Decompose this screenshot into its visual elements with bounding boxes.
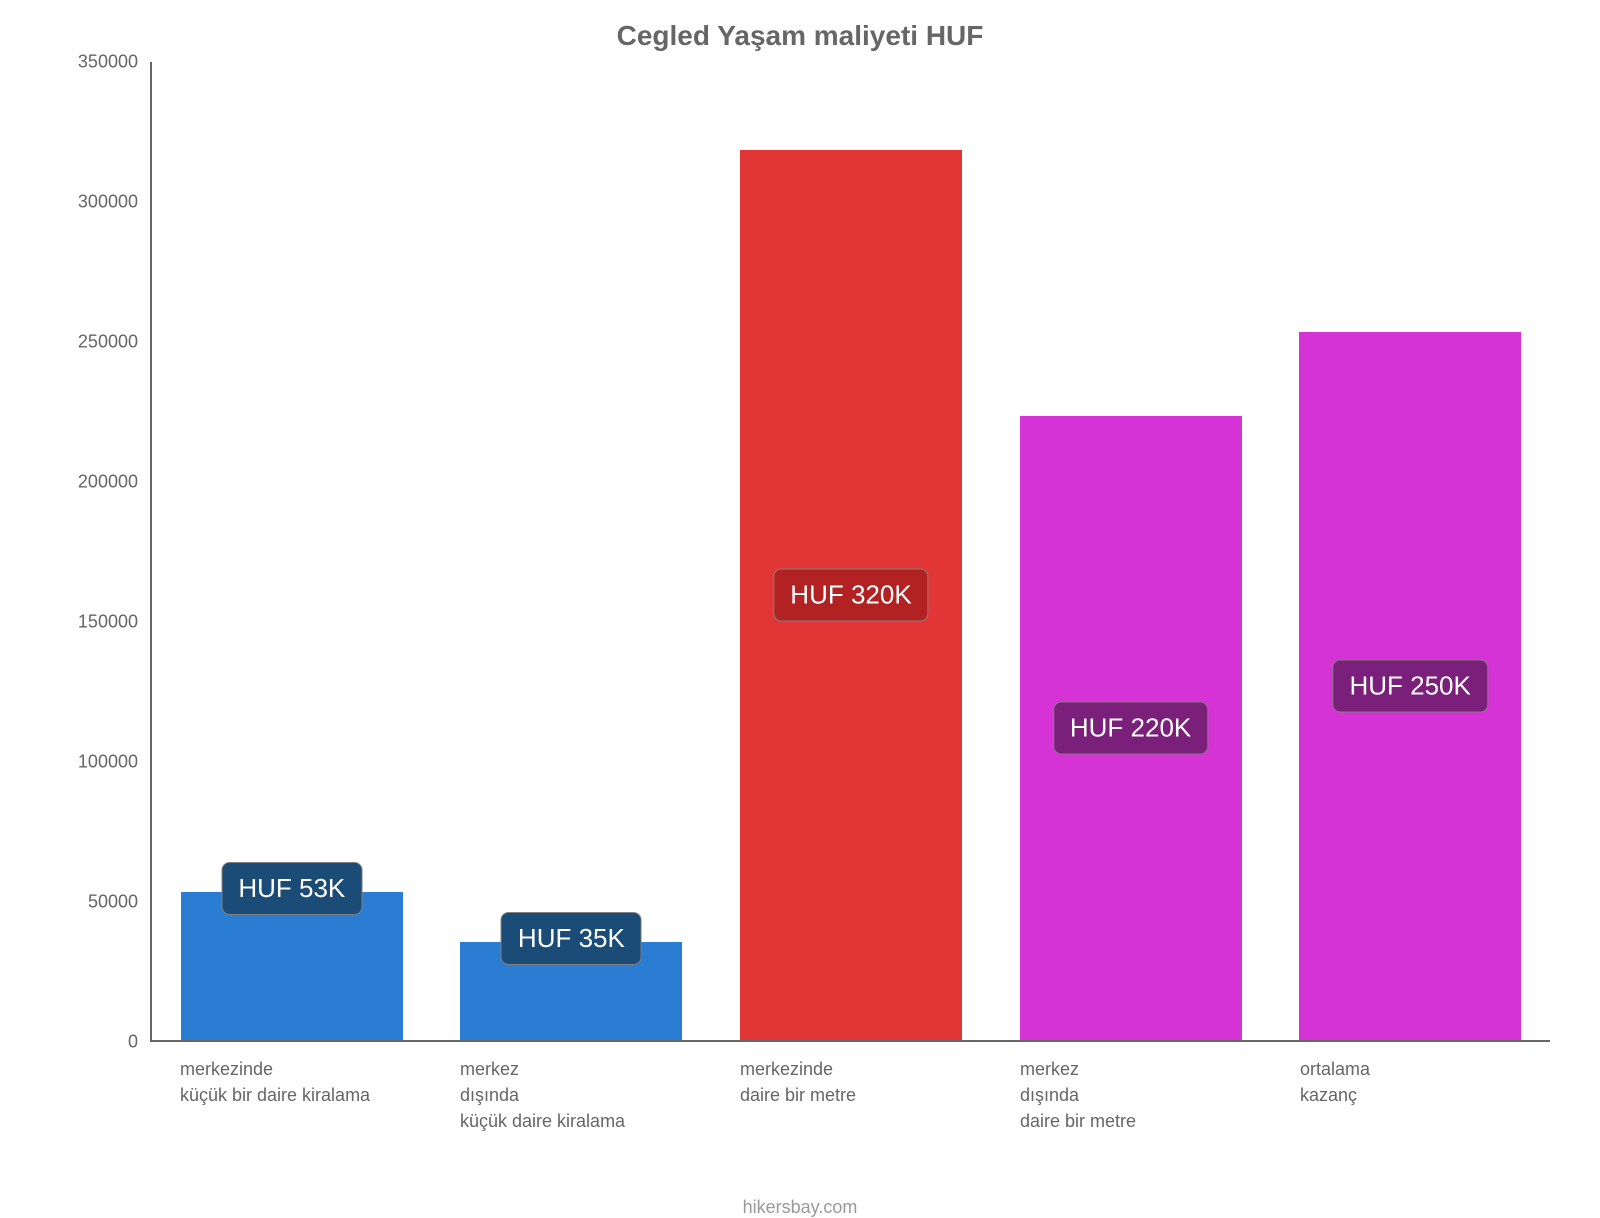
bar: HUF 53K <box>181 892 403 1040</box>
bar: HUF 320K <box>740 150 962 1040</box>
bar-value-badge: HUF 35K <box>501 912 642 965</box>
y-tick-label: 300000 <box>78 192 138 213</box>
plot-area: HUF 53K HUF 35K HUF 320K HUF 220K HUF 250K <box>150 62 1550 1042</box>
bar-value-badge: HUF 53K <box>221 862 362 915</box>
attribution-text: hikersbay.com <box>40 1197 1560 1218</box>
y-tick-label: 250000 <box>78 332 138 353</box>
bar-value-badge: HUF 250K <box>1332 659 1487 712</box>
y-axis: 0500001000001500002000002500003000003500… <box>50 62 150 1042</box>
bar-slot: HUF 220K <box>1011 62 1251 1040</box>
bar: HUF 35K <box>460 942 682 1040</box>
bar: HUF 220K <box>1020 416 1242 1040</box>
y-tick-label: 350000 <box>78 52 138 73</box>
bar-value-badge: HUF 320K <box>773 568 928 621</box>
y-tick-label: 50000 <box>88 892 138 913</box>
x-axis-category-label: merkezinde küçük bir daire kiralama <box>170 1056 410 1134</box>
y-tick-label: 0 <box>128 1032 138 1053</box>
x-axis-category-label: ortalama kazanç <box>1290 1056 1530 1134</box>
bar-slot: HUF 320K <box>731 62 971 1040</box>
bar-value-badge: HUF 220K <box>1053 701 1208 754</box>
x-axis-category-label: merkezinde daire bir metre <box>730 1056 970 1134</box>
y-tick-label: 150000 <box>78 612 138 633</box>
y-tick-label: 200000 <box>78 472 138 493</box>
y-tick-label: 100000 <box>78 752 138 773</box>
bar-slot: HUF 53K <box>172 62 412 1040</box>
chart-area: 0500001000001500002000002500003000003500… <box>50 62 1550 1042</box>
x-axis-labels: merkezinde küçük bir daire kiralama merke… <box>150 1042 1550 1134</box>
bars-container: HUF 53K HUF 35K HUF 320K HUF 220K HUF 250K <box>152 62 1550 1040</box>
bar-slot: HUF 250K <box>1290 62 1530 1040</box>
chart-title: Cegled Yaşam maliyeti HUF <box>40 20 1560 52</box>
bar-slot: HUF 35K <box>451 62 691 1040</box>
bar: HUF 250K <box>1299 332 1521 1040</box>
x-axis-category-label: merkez dışında küçük daire kiralama <box>450 1056 690 1134</box>
x-axis-category-label: merkez dışında daire bir metre <box>1010 1056 1250 1134</box>
